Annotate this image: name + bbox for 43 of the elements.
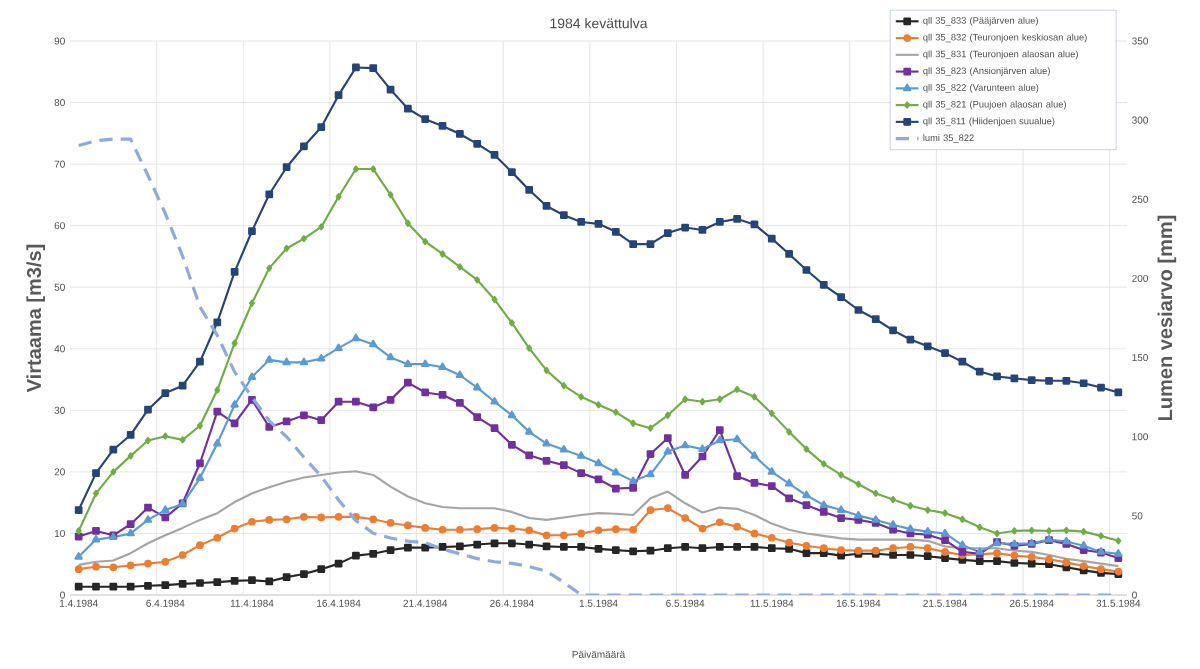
- legend-label: lumi 35_822: [923, 134, 974, 143]
- y2-tick-label: 200: [1132, 274, 1148, 282]
- y2-tick-label: 0: [1132, 591, 1137, 599]
- x-tick-label: 26.5.1984: [1009, 599, 1054, 607]
- x-axis-title: Päivämäärä: [572, 650, 626, 658]
- y-tick-label: 0: [60, 591, 65, 599]
- x-tick-label: 21.5.1984: [923, 599, 967, 607]
- y-tick-label: 60: [54, 222, 65, 230]
- legend-label: qll 35_832 (Teuronjoen keskiosan alue): [923, 33, 1087, 43]
- y-tick-label: 50: [54, 283, 65, 291]
- y2-tick-label: 100: [1132, 433, 1148, 441]
- y-tick-label: 70: [54, 160, 65, 168]
- x-tick-label: 21.4.1984: [403, 599, 448, 607]
- x-tick-label: 11.5.1984: [750, 599, 794, 607]
- x-tick-label: 1.4.1984: [59, 599, 98, 607]
- legend-label: qll 35_822 (Varunteen alue): [923, 83, 1039, 93]
- y-tick-label: 90: [54, 37, 65, 45]
- y-tick-label: 20: [54, 468, 65, 476]
- y2-tick-label: 300: [1132, 116, 1148, 124]
- x-tick-label: 11.4.1984: [230, 599, 274, 607]
- x-tick-label: 26.4.1984: [490, 599, 534, 607]
- y2-tick-label: 250: [1132, 195, 1148, 203]
- x-tick-label: 16.5.1984: [836, 599, 881, 607]
- x-tick-label: 16.4.1984: [317, 599, 361, 607]
- legend-label: qll 35_823 (Ansionjärven alue): [923, 67, 1050, 76]
- y2-tick-label: 350: [1132, 37, 1148, 45]
- legend-label: qll 35_833 (Pääjärven alue): [923, 16, 1038, 26]
- y2-tick-label: 150: [1132, 354, 1148, 362]
- legend-label: qll 35_811 (Hiidenjoen suualue): [923, 117, 1055, 127]
- y2-axis-title: Lumen vesiarvo [mm]: [1157, 215, 1177, 421]
- x-tick-label: 6.5.1984: [666, 599, 705, 607]
- x-tick-label: 31.5.1984: [1096, 599, 1141, 607]
- chart-title: 1984 kevättulva: [550, 18, 648, 29]
- y-tick-label: 30: [54, 406, 65, 414]
- legend-label: qll 35_831 (Teuronjoen alaosan alue): [923, 50, 1078, 60]
- y2-tick-label: 50: [1132, 512, 1143, 520]
- x-tick-label: 6.4.1984: [146, 599, 185, 607]
- y-tick-label: 10: [54, 529, 65, 537]
- legend-label: qll 35_821 (Puujoen alaosan alue): [923, 100, 1066, 110]
- y-axis-title: Virtaama [m3/s]: [26, 244, 46, 393]
- y-tick-label: 40: [54, 345, 65, 353]
- y-tick-label: 80: [54, 99, 65, 107]
- x-tick-label: 1.5.1984: [579, 599, 618, 607]
